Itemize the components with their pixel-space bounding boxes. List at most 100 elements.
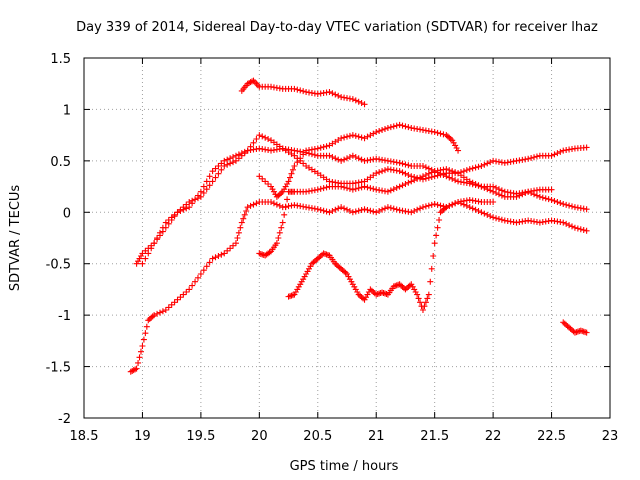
data-point bbox=[162, 307, 169, 313]
data-point bbox=[194, 274, 201, 281]
data-point bbox=[376, 128, 383, 135]
data-point bbox=[437, 202, 444, 209]
data-point bbox=[159, 224, 166, 231]
data-point bbox=[428, 201, 435, 208]
data-point bbox=[276, 229, 283, 236]
data-point bbox=[364, 184, 371, 191]
data-point bbox=[300, 160, 307, 167]
data-point bbox=[355, 185, 362, 192]
data-point bbox=[200, 183, 207, 190]
data-point bbox=[349, 186, 356, 193]
data-point bbox=[475, 182, 482, 189]
data-point bbox=[551, 197, 558, 204]
data-point bbox=[244, 147, 251, 154]
y-tick-label: -1.5 bbox=[46, 361, 71, 376]
data-point bbox=[493, 184, 500, 191]
data-point bbox=[472, 181, 479, 187]
x-tick-label: 19 bbox=[134, 429, 151, 444]
data-point bbox=[288, 170, 295, 177]
data-point bbox=[137, 348, 144, 355]
data-point bbox=[422, 299, 429, 306]
data-point bbox=[209, 168, 216, 175]
data-point bbox=[422, 203, 429, 210]
data-point bbox=[415, 295, 422, 302]
x-tick-label: 22.5 bbox=[537, 429, 566, 444]
data-point bbox=[390, 205, 397, 212]
data-point bbox=[367, 185, 374, 192]
data-point bbox=[291, 85, 298, 92]
data-point bbox=[393, 122, 400, 129]
data-point bbox=[490, 214, 497, 221]
x-tick-label: 21.5 bbox=[420, 429, 449, 444]
data-point bbox=[472, 164, 479, 171]
data-point bbox=[326, 88, 333, 95]
data-point bbox=[419, 307, 426, 313]
data-point bbox=[297, 87, 304, 94]
data-point bbox=[417, 299, 424, 306]
series-arc-8 bbox=[560, 319, 590, 336]
data-point bbox=[341, 205, 348, 212]
data-point bbox=[384, 204, 391, 211]
data-point bbox=[268, 199, 275, 205]
data-point bbox=[209, 178, 216, 185]
data-point bbox=[159, 308, 166, 315]
data-point bbox=[417, 205, 424, 212]
data-point bbox=[291, 152, 298, 159]
data-point bbox=[419, 204, 426, 211]
data-point bbox=[533, 153, 540, 160]
data-point bbox=[481, 161, 488, 168]
data-point bbox=[405, 172, 412, 178]
y-axis-label: SDTVAR / TECUs bbox=[8, 185, 23, 292]
data-point bbox=[140, 336, 147, 343]
data-point bbox=[203, 263, 210, 270]
y-tick-label: 0.5 bbox=[50, 155, 71, 170]
data-point bbox=[148, 245, 155, 252]
data-point bbox=[346, 185, 353, 192]
data-point bbox=[387, 204, 394, 211]
data-point bbox=[490, 199, 497, 205]
plot-frame bbox=[83, 57, 611, 419]
x-tick-label: 21 bbox=[368, 429, 385, 444]
data-point bbox=[580, 227, 587, 234]
data-point bbox=[276, 202, 283, 209]
data-point bbox=[189, 200, 196, 207]
data-point bbox=[192, 278, 199, 285]
data-point bbox=[402, 170, 409, 177]
data-point bbox=[332, 91, 339, 98]
data-point bbox=[379, 127, 386, 133]
data-point bbox=[449, 201, 456, 208]
data-point bbox=[287, 174, 294, 181]
data-point bbox=[472, 206, 479, 213]
data-point bbox=[215, 163, 222, 169]
data-point bbox=[221, 250, 228, 257]
data-point bbox=[583, 329, 590, 336]
data-point bbox=[171, 211, 178, 218]
data-point bbox=[180, 206, 187, 213]
data-point bbox=[294, 86, 301, 93]
data-point bbox=[212, 165, 219, 172]
data-point bbox=[414, 206, 421, 213]
data-point bbox=[399, 160, 406, 167]
data-point bbox=[437, 130, 444, 137]
data-point bbox=[571, 224, 578, 231]
data-point bbox=[452, 200, 459, 207]
data-point bbox=[443, 204, 450, 211]
data-point bbox=[314, 186, 321, 193]
x-axis-label: GPS time / hours bbox=[290, 459, 399, 474]
data-point bbox=[232, 152, 239, 159]
data-point bbox=[265, 181, 272, 187]
data-point bbox=[466, 204, 473, 211]
data-point bbox=[428, 169, 435, 176]
data-point bbox=[253, 136, 260, 142]
data-point bbox=[284, 196, 291, 203]
data-point bbox=[396, 121, 403, 128]
data-point bbox=[440, 131, 447, 138]
data-point bbox=[583, 206, 590, 213]
data-point bbox=[393, 184, 400, 191]
data-point bbox=[484, 160, 491, 167]
data-point bbox=[247, 202, 254, 209]
data-point bbox=[329, 154, 336, 160]
data-point bbox=[490, 188, 497, 195]
data-point bbox=[358, 156, 365, 163]
data-point bbox=[209, 255, 216, 262]
